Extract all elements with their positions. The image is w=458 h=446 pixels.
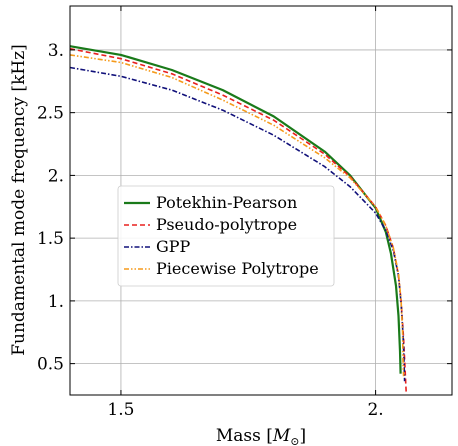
plot-frame: [69, 5, 453, 396]
x-tick-label: 1.5: [107, 400, 134, 420]
y-axis-label: Fundamental mode frequency [kHz]: [9, 44, 29, 356]
legend: Potekhin-Pearson Pseudo-polytrope GPP Piece…: [117, 185, 335, 287]
x-axis-label: Mass [M⊙]: [216, 426, 306, 446]
y-tick-label: 0.5: [37, 355, 64, 375]
legend-label: Piecewise Polytrope: [156, 259, 319, 278]
y-tick-label: 2.: [48, 166, 64, 186]
y-tick-label: 2.5: [37, 104, 64, 124]
x-tick-label: 2.: [367, 400, 383, 420]
axis-ticks: 1.5 2. 0.5 1. 1.5 2. 2.5 3.: [37, 6, 452, 420]
series-lines: [69, 45, 407, 393]
legend-label: Potekhin-Pearson: [156, 193, 297, 212]
legend-label: Pseudo-polytrope: [156, 215, 297, 234]
series-line-piecewise-polytrope: [69, 54, 405, 377]
legend-label: GPP: [156, 237, 191, 256]
y-tick-label: 1.: [48, 292, 64, 312]
y-tick-label: 1.5: [37, 229, 64, 249]
y-tick-label: 3.: [48, 41, 64, 61]
series-line-gpp: [69, 66, 406, 382]
legend-frame: [117, 185, 335, 287]
